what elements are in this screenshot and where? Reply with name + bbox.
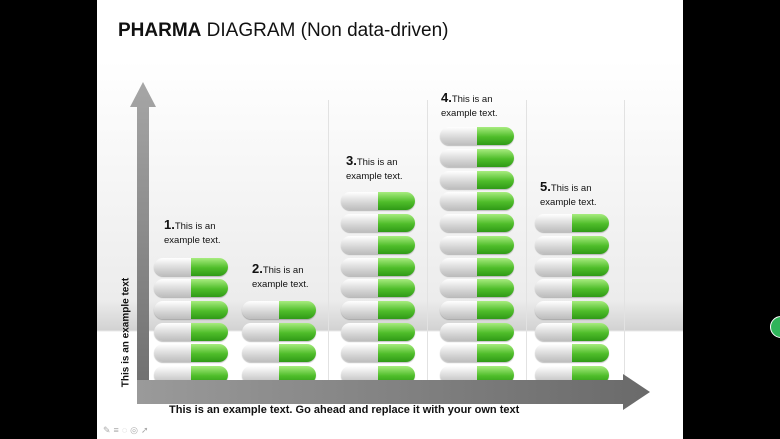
capsule-pill: [341, 258, 415, 276]
column-caption-5: 5.This is an example text.: [540, 179, 597, 209]
capsule-pill: [535, 279, 609, 297]
column-caption-1: 1.This is an example text.: [164, 217, 221, 247]
x-axis-arrow: [137, 374, 650, 410]
capsule-pill: [440, 344, 514, 362]
capsule-pill: [341, 344, 415, 362]
capsule-pill: [440, 279, 514, 297]
side-toggle-button[interactable]: [770, 316, 780, 338]
grid-divider: [328, 100, 329, 385]
capsule-pill: [154, 301, 228, 319]
grid-divider: [427, 100, 428, 385]
comment-icon[interactable]: ◌: [121, 425, 131, 435]
capsule-pill: [440, 214, 514, 232]
slide-title: PHARMA DIAGRAM (Non data-driven): [118, 20, 449, 41]
capsule-pill: [535, 366, 609, 384]
capsule-pill: [154, 258, 228, 276]
capsule-pill: [440, 171, 514, 189]
capsule-pill: [440, 301, 514, 319]
capsule-pill: [440, 323, 514, 341]
axes: [130, 82, 650, 410]
capsule-pill: [341, 301, 415, 319]
capsule-pill: [242, 344, 316, 362]
capsule-pill: [242, 301, 316, 319]
capsule-pill: [535, 236, 609, 254]
capsule-pill: [341, 323, 415, 341]
y-axis-arrow: [130, 82, 156, 392]
capsule-pill: [341, 366, 415, 384]
capsule-pill: [535, 323, 609, 341]
grid-divider: [526, 100, 527, 385]
column-caption-4: 4.This is an example text.: [441, 90, 498, 120]
pen-icon[interactable]: ✎: [103, 425, 114, 435]
presentation-toolbar[interactable]: ✎≡◌◎➚: [103, 425, 152, 436]
capsule-pill: [154, 366, 228, 384]
eye-icon[interactable]: ◎: [130, 425, 142, 435]
capsule-pill: [440, 366, 514, 384]
capsule-pill: [440, 236, 514, 254]
menu-icon[interactable]: ≡: [113, 425, 122, 435]
capsule-pill: [535, 214, 609, 232]
capsule-pill: [440, 258, 514, 276]
column-caption-2: 2.This is an example text.: [252, 261, 309, 291]
x-axis-label: This is an example text. Go ahead and re…: [169, 404, 520, 416]
capsule-pill: [242, 366, 316, 384]
capsule-pill: [341, 279, 415, 297]
capsule-pill: [341, 214, 415, 232]
column-caption-3: 3.This is an example text.: [346, 153, 403, 183]
capsule-pill: [440, 192, 514, 210]
capsule-pill: [154, 323, 228, 341]
grid-divider: [624, 100, 625, 385]
capsule-pill: [535, 344, 609, 362]
capsule-pill: [440, 127, 514, 145]
capsule-pill: [242, 323, 316, 341]
capsule-pill: [154, 279, 228, 297]
capsule-pill: [440, 149, 514, 167]
capsule-pill: [341, 192, 415, 210]
capsule-pill: [341, 236, 415, 254]
capsule-pill: [535, 301, 609, 319]
y-axis-label: This is an example text: [120, 277, 132, 388]
pointer-icon[interactable]: ➚: [141, 425, 152, 435]
slide: PHARMA DIAGRAM (Non data-driven) 1.This …: [97, 0, 683, 439]
capsule-pill: [535, 258, 609, 276]
capsule-pill: [154, 344, 228, 362]
